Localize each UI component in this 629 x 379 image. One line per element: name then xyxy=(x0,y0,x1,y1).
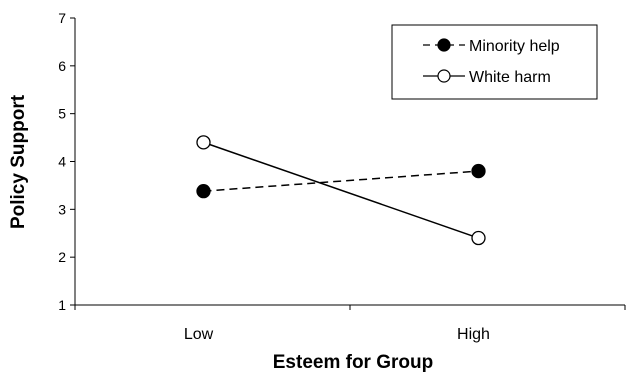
y-tick-label: 4 xyxy=(58,154,66,170)
data-point-minority-help xyxy=(196,184,211,199)
legend-label-minority-help: Minority help xyxy=(469,38,560,55)
y-tick-label: 6 xyxy=(58,58,66,74)
x-ticks: Low High xyxy=(74,305,626,343)
y-ticks: 1 2 3 4 5 6 7 xyxy=(58,10,75,313)
series-layer xyxy=(196,135,486,246)
data-point-white-harm xyxy=(196,135,211,150)
legend-box xyxy=(391,24,598,100)
x-axis-title: Esteem for Group xyxy=(273,352,433,373)
y-axis-title: Policy Support xyxy=(8,94,29,229)
legend-label-white-harm: White harm xyxy=(469,69,551,86)
y-tick-label: 3 xyxy=(58,201,66,217)
y-tick-label: 5 xyxy=(58,106,66,122)
x-tick-label: Low xyxy=(184,326,214,343)
data-point-white-harm xyxy=(471,230,486,246)
legend-swatch-marker-white-harm xyxy=(437,69,451,83)
y-tick-label: 7 xyxy=(58,10,66,26)
data-point-minority-help xyxy=(471,163,486,179)
series-line-minority-help xyxy=(203,170,479,192)
series-line-white-harm xyxy=(203,141,479,239)
x-tick-label: High xyxy=(457,326,490,343)
y-tick-label: 2 xyxy=(58,249,66,265)
y-tick-label: 1 xyxy=(58,297,66,313)
legend-swatch-marker-minority-help xyxy=(437,38,451,52)
legend: Minority help White harm xyxy=(391,24,598,100)
